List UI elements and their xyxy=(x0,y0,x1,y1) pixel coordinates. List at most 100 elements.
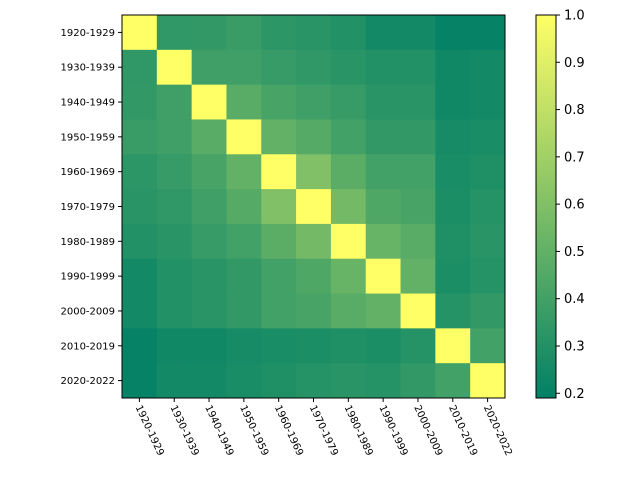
heatmap-cell-9-9 xyxy=(435,328,471,364)
heatmap-cell-1-6 xyxy=(330,49,367,86)
heatmap-cell-6-10 xyxy=(470,223,506,260)
colorbar-tick-label: 1.0 xyxy=(564,9,585,24)
x-axis-ticks: 1920-1929 1930-1939 1940-1949 1950-1959 1960… xyxy=(133,398,514,458)
x-tick-label: 1940-1949 xyxy=(202,404,235,458)
x-tick-label: 1950-1959 xyxy=(237,404,270,458)
heatmap-cell-7-2 xyxy=(191,258,227,295)
heatmap-cell-3-2 xyxy=(191,119,227,155)
heatmap-cells xyxy=(122,15,506,399)
heatmap-cell-9-8 xyxy=(400,328,436,364)
heatmap-cell-9-5 xyxy=(296,328,332,364)
heatmap-cell-8-1 xyxy=(156,293,193,329)
heatmap-cell-9-1 xyxy=(156,328,193,364)
heatmap-cell-7-10 xyxy=(470,258,506,295)
colorbar-tick-label: 0.5 xyxy=(564,245,585,260)
x-tick-label: 2020-2022 xyxy=(481,404,514,458)
heatmap-cell-2-0 xyxy=(122,84,158,120)
colorbar xyxy=(535,14,557,399)
heatmap-cell-7-5 xyxy=(296,258,332,295)
colorbar-tick-label: 0.3 xyxy=(564,339,585,354)
heatmap-cell-0-7 xyxy=(365,15,402,51)
heatmap-cell-5-10 xyxy=(470,189,506,225)
heatmap-cell-5-8 xyxy=(400,189,436,225)
heatmap-cell-0-6 xyxy=(330,15,367,51)
colorbar-tick-label: 0.2 xyxy=(564,387,585,402)
heatmap-cell-8-5 xyxy=(296,293,332,329)
x-tick-label: 1930-1939 xyxy=(168,404,201,458)
x-tick-label: 1980-1989 xyxy=(342,404,375,458)
heatmap-cell-3-8 xyxy=(400,119,436,155)
heatmap-cell-7-0 xyxy=(122,258,158,295)
colorbar-tick-label: 0.9 xyxy=(564,56,585,71)
colorbar-tick-label: 0.4 xyxy=(564,292,585,307)
heatmap-cell-7-9 xyxy=(435,258,471,295)
heatmap-cell-2-5 xyxy=(296,84,332,120)
heatmap-cell-0-0 xyxy=(122,15,158,51)
heatmap-cell-7-7 xyxy=(365,258,402,295)
heatmap-cell-5-5 xyxy=(296,189,332,225)
heatmap-cell-10-0 xyxy=(122,363,158,399)
heatmap-cell-7-8 xyxy=(400,258,436,295)
heatmap-cell-1-7 xyxy=(365,49,402,86)
colorbar-tick-label: 0.6 xyxy=(564,198,585,213)
heatmap-cell-3-7 xyxy=(365,119,402,155)
colorbar-ticks: 0.2 0.3 0.4 0.5 0.6 0.7 0.8 0.9 1.0 xyxy=(556,9,585,402)
heatmap-cell-2-7 xyxy=(365,84,402,120)
heatmap-cell-6-5 xyxy=(296,223,332,260)
heatmap-cell-10-10 xyxy=(470,363,506,399)
heatmap-cell-4-3 xyxy=(226,154,262,190)
x-tick-label: 2000-2009 xyxy=(411,404,444,458)
heatmap-cell-2-6 xyxy=(330,84,367,120)
heatmap-cell-2-8 xyxy=(400,84,436,120)
colorbar-tick-label: 0.8 xyxy=(564,103,585,118)
heatmap-cell-2-10 xyxy=(470,84,506,120)
heatmap-cell-1-3 xyxy=(226,49,262,86)
heatmap-cell-9-6 xyxy=(330,328,367,364)
heatmap-cell-8-3 xyxy=(226,293,262,329)
heatmap-cell-1-2 xyxy=(191,49,227,86)
heatmap-cell-3-4 xyxy=(261,119,297,155)
heatmap-cell-4-0 xyxy=(122,154,158,190)
heatmap-cell-7-3 xyxy=(226,258,262,295)
heatmap-cell-9-3 xyxy=(226,328,262,364)
heatmap-cell-6-3 xyxy=(226,223,262,260)
heatmap-cell-8-9 xyxy=(435,293,471,329)
x-tick-label: 2010-2019 xyxy=(446,404,479,458)
y-tick-label: 1960-1969 xyxy=(60,167,115,178)
heatmap-cell-6-1 xyxy=(156,223,193,260)
x-tick-label: 1920-1929 xyxy=(133,404,166,458)
heatmap-cell-10-8 xyxy=(400,363,436,399)
heatmap-cell-1-4 xyxy=(261,49,297,86)
heatmap-cell-8-0 xyxy=(122,293,158,329)
heatmap-cell-0-8 xyxy=(400,15,436,51)
y-tick-label: 1930-1939 xyxy=(60,63,115,74)
heatmap-cell-2-2 xyxy=(191,84,227,120)
heatmap-cell-5-1 xyxy=(156,189,193,225)
heatmap-cell-3-9 xyxy=(435,119,471,155)
heatmap-cell-1-1 xyxy=(156,49,193,86)
heatmap-cell-6-0 xyxy=(122,223,158,260)
y-tick-label: 2020-2022 xyxy=(60,376,115,387)
heatmap-cell-1-5 xyxy=(296,49,332,86)
y-axis-ticks: 1920-1929 1930-1939 1940-1949 1950-1959 1960… xyxy=(60,28,122,387)
heatmap-cell-4-5 xyxy=(296,154,332,190)
heatmap-cell-9-2 xyxy=(191,328,227,364)
heatmap-cell-5-4 xyxy=(261,189,297,225)
y-tick-label: 1940-1949 xyxy=(60,98,115,109)
y-tick-label: 1990-1999 xyxy=(60,272,115,283)
heatmap-cell-9-0 xyxy=(122,328,158,364)
heatmap-cell-0-10 xyxy=(470,15,506,51)
heatmap-cell-3-10 xyxy=(470,119,506,155)
heatmap-cell-4-6 xyxy=(330,154,367,190)
colorbar-tick-label: 0.7 xyxy=(564,150,585,165)
heatmap-cell-8-2 xyxy=(191,293,227,329)
heatmap-cell-4-1 xyxy=(156,154,193,190)
heatmap-cell-5-9 xyxy=(435,189,471,225)
heatmap-cell-1-0 xyxy=(122,49,158,86)
heatmap-cell-1-8 xyxy=(400,49,436,86)
heatmap-cell-1-10 xyxy=(470,49,506,86)
heatmap-cell-7-6 xyxy=(330,258,367,295)
heatmap-cell-2-9 xyxy=(435,84,471,120)
heatmap-cell-6-2 xyxy=(191,223,227,260)
